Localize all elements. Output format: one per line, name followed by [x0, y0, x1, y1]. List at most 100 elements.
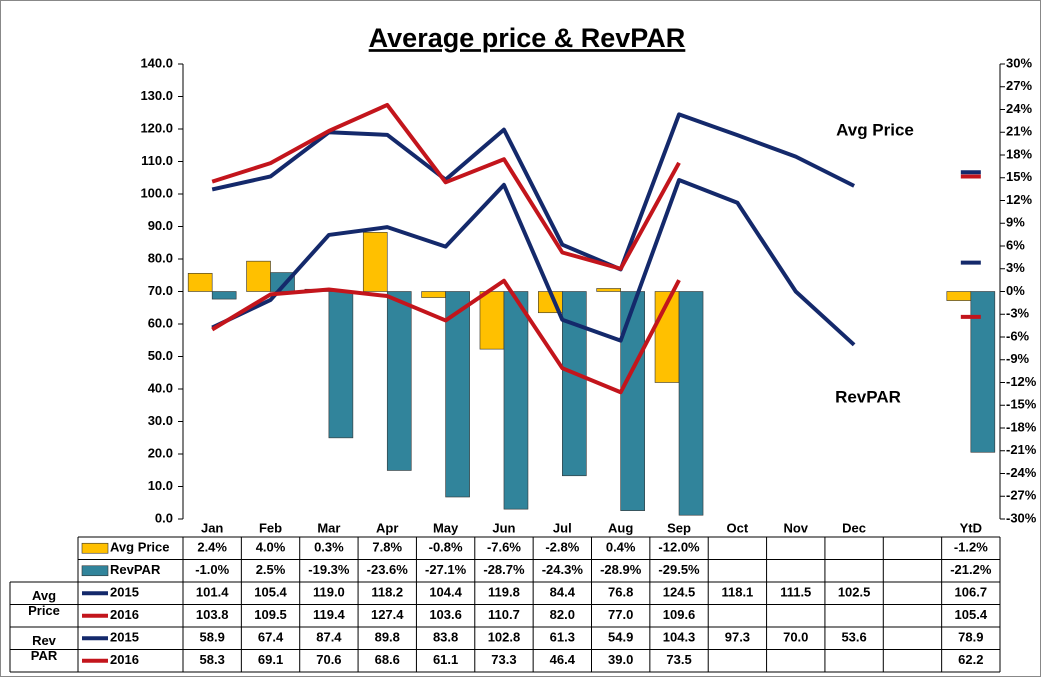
group-label: Avg Price: [28, 588, 60, 618]
bar: [246, 260, 271, 292]
table-cell: -0.8%: [429, 540, 463, 555]
table-cell: -29.5%: [658, 562, 700, 577]
table-cell: 105.4: [254, 585, 287, 600]
y2-tick-label: -27%: [1006, 488, 1037, 503]
table-cell: 111.5: [780, 585, 811, 600]
y2-tick-label: -12%: [1006, 374, 1037, 389]
x-tick-label: Dec: [842, 520, 866, 535]
y2-tick-label: 21%: [1006, 124, 1032, 139]
y2-tick-label: 0%: [1006, 283, 1025, 298]
table-cell: 103.8: [196, 607, 229, 622]
table-cell: 69.1: [258, 652, 283, 667]
bar: [187, 272, 213, 292]
table-cell: 101.4: [196, 585, 229, 600]
y2-tick-label: 6%: [1006, 237, 1025, 252]
table-cell: 76.8: [608, 585, 633, 600]
line: [211, 278, 681, 395]
y2-tick-label: 15%: [1006, 169, 1032, 184]
table-cell: 109.5: [254, 607, 287, 622]
table-cell: 61.1: [433, 652, 458, 667]
y2-tick-label: -18%: [1006, 419, 1037, 434]
y-tick-label: 20.0: [148, 445, 173, 460]
table-cell: 118.2: [371, 585, 403, 600]
table-cell: 58.3: [200, 652, 225, 667]
table-cell: 4.0%: [256, 540, 286, 555]
table-cell: 124.5: [663, 585, 696, 600]
table-cell: -24.3%: [542, 562, 584, 577]
group-label-line: Price: [28, 603, 60, 618]
y-tick-label: 30.0: [148, 413, 173, 428]
table-cell: 106.7: [955, 585, 988, 600]
x-tick-label: YtD: [960, 520, 982, 535]
x-tick-label: Apr: [376, 520, 398, 535]
table-cell: 119.8: [488, 585, 520, 600]
y2-tick-label: 9%: [1006, 215, 1025, 230]
table-cell: 0.3%: [314, 540, 344, 555]
y-tick-label: 0.0: [155, 510, 173, 525]
bar: [678, 291, 704, 516]
bar: [386, 291, 412, 471]
y-tick-label: 60.0: [148, 315, 173, 330]
table-cell: 58.9: [200, 630, 225, 645]
table-cell: 39.0: [608, 652, 633, 667]
table-cell: 2.4%: [197, 540, 227, 555]
table-cell: 78.9: [958, 630, 983, 645]
table-cell: 83.8: [433, 630, 458, 645]
y2-tick-label: -21%: [1006, 442, 1037, 457]
table-cell: -28.7%: [483, 562, 525, 577]
table-cell: 67.4: [258, 630, 284, 645]
x-tick-label: Nov: [783, 520, 808, 535]
line: [211, 102, 681, 271]
bar: [211, 291, 237, 300]
y-tick-label: 10.0: [148, 478, 173, 493]
table-cell: 82.0: [550, 607, 575, 622]
table-cell: -2.8%: [545, 540, 579, 555]
table-cell: 46.4: [550, 652, 576, 667]
annotation: RevPAR: [835, 387, 901, 406]
legend-key: [81, 542, 109, 554]
table-cell: -1.0%: [195, 562, 229, 577]
y-tick-label: 70.0: [148, 283, 173, 298]
table-cell: 73.3: [491, 652, 516, 667]
table-cell: 127.4: [371, 607, 404, 622]
y2-tick-label: -9%: [1006, 351, 1030, 366]
legend-label: 2016: [110, 607, 139, 622]
table-cell: 109.6: [663, 607, 696, 622]
y2-tick-label: -3%: [1006, 306, 1030, 321]
bar: [328, 291, 354, 439]
y2-tick-label: 12%: [1006, 192, 1032, 207]
legend-key: [81, 565, 109, 577]
legend-label: RevPAR: [110, 562, 161, 577]
table-cell: 70.6: [316, 652, 341, 667]
table-cell: 110.7: [488, 607, 520, 622]
table-cell: 77.0: [608, 607, 633, 622]
table-cell: 84.4: [550, 585, 576, 600]
x-tick-label: Oct: [727, 520, 749, 535]
bar: [503, 291, 529, 510]
y2-tick-label: 27%: [1006, 78, 1032, 93]
y2-tick-label: 3%: [1006, 260, 1025, 275]
table-cell: 70.0: [783, 630, 808, 645]
y-tick-label: 40.0: [148, 380, 173, 395]
table-cell: -23.6%: [367, 562, 409, 577]
table-cell: 105.4: [955, 607, 988, 622]
y2-tick-label: 18%: [1006, 146, 1032, 161]
y-tick-label: 50.0: [148, 348, 173, 363]
x-tick-label: Mar: [317, 520, 340, 535]
table-cell: -7.6%: [487, 540, 521, 555]
bar: [445, 291, 470, 498]
table-cell: -19.3%: [308, 562, 350, 577]
bar: [596, 288, 621, 292]
table-cell: -1.2%: [954, 540, 988, 555]
line: [211, 178, 856, 347]
table-cell: 89.8: [375, 630, 400, 645]
x-tick-label: Jun: [492, 520, 515, 535]
line: [211, 112, 856, 272]
table-cell: 118.1: [721, 585, 753, 600]
y2-tick-label: -6%: [1006, 328, 1030, 343]
y2-tick-label: -30%: [1006, 510, 1037, 525]
table-cell: -28.9%: [600, 562, 642, 577]
chart-title: Average price & RevPAR: [369, 23, 686, 53]
bar: [421, 291, 446, 298]
bar: [946, 291, 972, 301]
